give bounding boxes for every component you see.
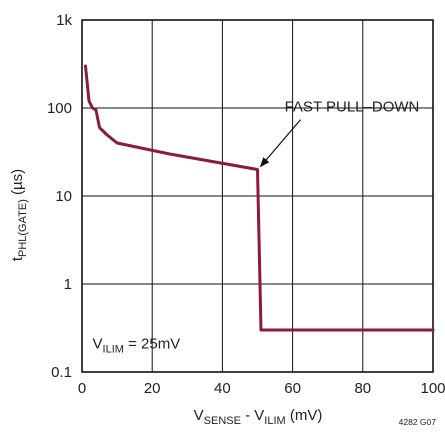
x-tick-label: 0 — [78, 380, 86, 397]
plot-frame — [81, 19, 434, 373]
x-tick-label: 60 — [284, 380, 301, 397]
series-line — [84, 64, 435, 332]
y-tick-labels: 0.1 1 10 100 1k — [47, 12, 73, 381]
x-axis-label: VSENSE - VILIM (mV) — [194, 407, 323, 427]
y-tick-label: 10 — [55, 188, 72, 205]
y-tick-label: 1k — [56, 12, 72, 29]
x-tick-label: 20 — [144, 380, 161, 397]
y-tick-label: 100 — [47, 100, 72, 117]
annotation-arrow — [259, 119, 302, 168]
x-tick-labels: 0 20 40 60 80 100 — [78, 380, 445, 397]
y-tick-label: 0.1 — [51, 364, 72, 381]
x-tick-label: 80 — [354, 380, 371, 397]
figure-id: 4282 G07 — [399, 417, 437, 427]
y-tick-label: 1 — [64, 276, 72, 293]
condition-label: VILIM = 25mV — [93, 336, 181, 356]
fast-pull-down-annotation: FAST PULL–DOWN — [285, 99, 420, 116]
x-tick-label: 40 — [214, 380, 231, 397]
y-axis-label: tPHL(GATE) (µs) — [9, 169, 29, 261]
x-tick-label: 100 — [420, 380, 445, 397]
